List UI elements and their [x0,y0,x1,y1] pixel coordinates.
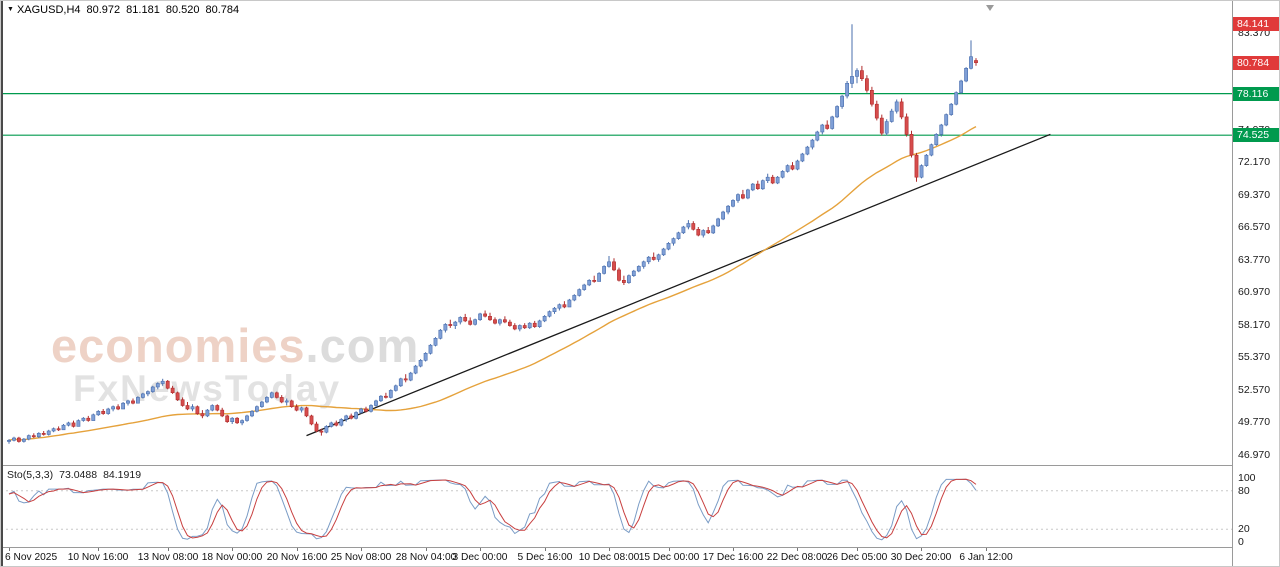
time-tick [297,548,298,551]
stochastic-scale-label: 0 [1238,536,1244,548]
watermark-brand: economies.com [51,319,420,372]
watermark: economies.com FxNewsToday [51,321,419,409]
price-badge-green: 78.116 [1233,86,1279,101]
price-tick-label: 46.970 [1238,448,1271,461]
time-tick [857,548,858,551]
time-axis-label: 18 Nov 00:00 [201,552,263,563]
time-tick [361,548,362,551]
time-axis-label: 13 Nov 08:00 [137,552,199,563]
price-tick-label: 60.970 [1238,286,1271,299]
sub-timeaxis-divider [1,547,1279,548]
time-tick [232,548,233,551]
chart-shift-icon[interactable] [986,5,994,11]
time-axis-label: 6 Jan 12:00 [959,552,1013,563]
price-tick-label: 58.170 [1238,318,1271,331]
price-tick-label: 63.770 [1238,253,1271,266]
time-tick [545,548,546,551]
price-tick-label: 72.170 [1238,156,1271,169]
stochastic-value-main: 73.0488 [59,469,98,481]
time-axis-label: 10 Dec 08:00 [578,552,640,563]
time-axis-label: 15 Dec 00:00 [638,552,700,563]
time-tick [480,548,481,551]
ohlc-high: 81.181 [126,4,160,16]
time-tick [733,548,734,551]
ohlc-low: 80.520 [165,4,200,16]
price-axis[interactable]: 83.37080.57077.77074.97072.17069.37066.5… [1232,1,1279,566]
stochastic-label: Sto(5,3,3) 73.0488 84.1919 [7,469,141,481]
time-tick [986,548,987,551]
time-axis-label: 22 Dec 08:00 [766,552,828,563]
time-axis-label: 26 Dec 05:00 [826,552,888,563]
stochastic-oscillator-chart[interactable] [1,466,1232,547]
symbol-ohlc-header: ▼ XAGUSD,H4 80.972 81.181 80.520 80.784 [7,4,239,16]
ohlc-open: 80.972 [86,4,121,16]
time-axis-label: 3 Dec 00:00 [452,552,508,563]
price-tick-label: 69.370 [1238,188,1271,201]
time-axis[interactable]: 6 Nov 2025 10 Nov 16:00 13 Nov 08:00 18 Nov… [1,548,1232,566]
time-tick [921,548,922,551]
price-tick-label: 66.570 [1238,221,1271,234]
stochastic-scale-label: 80 [1238,484,1250,497]
time-axis-label: 5 Dec 16:00 [517,552,573,563]
symbol-marker-icon: ▼ [7,6,14,13]
price-badge-red: 80.784 [1233,55,1279,70]
price-tick-label: 49.770 [1238,416,1271,429]
time-axis-label: 25 Nov 08:00 [330,552,392,563]
stochastic-scale-label: 20 [1238,523,1250,536]
price-badge-red: 84.141 [1233,16,1279,31]
time-axis-label: 10 Nov 16:00 [67,552,129,563]
time-tick [9,548,10,551]
window-left-edge [1,1,3,566]
stochastic-value-signal: 84.1919 [103,469,142,481]
time-axis-label: 6 Nov 2025 [5,552,58,563]
price-tick-label: 55.370 [1238,351,1271,364]
main-candlestick-chart[interactable] [1,1,1232,465]
time-tick [168,548,169,551]
stochastic-name: Sto(5,3,3) [7,469,54,481]
time-tick [797,548,798,551]
price-badge-green: 74.525 [1233,128,1279,143]
ohlc-close: 80.784 [205,4,240,16]
stochastic-scale-label: 100 [1238,472,1256,484]
watermark-tagline: FxNewsToday [73,368,342,410]
main-sub-divider[interactable] [1,465,1279,466]
time-tick [98,548,99,551]
time-axis-label: 17 Dec 16:00 [702,552,764,563]
time-axis-label: 28 Nov 04:00 [395,552,457,563]
time-tick [609,548,610,551]
time-axis-label: 20 Nov 16:00 [266,552,328,563]
price-tick-label: 52.570 [1238,383,1271,396]
time-axis-label: 30 Dec 20:00 [890,552,952,563]
symbol-timeframe: XAGUSD,H4 [16,4,81,16]
time-tick [426,548,427,551]
time-tick [669,548,670,551]
